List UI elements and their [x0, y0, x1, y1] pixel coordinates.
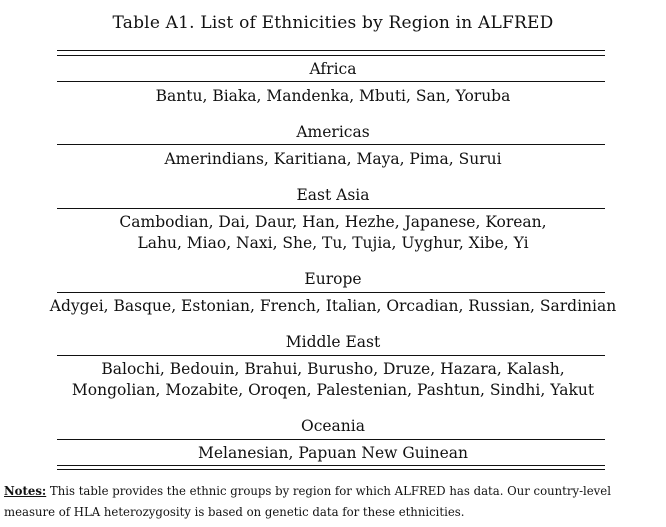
table-title: Table A1. List of Ethnicities by Region …	[112, 13, 554, 33]
ethnicities-americas: Amerindians, Karitiana, Maya, Pima, Suru…	[0, 149, 666, 170]
top-rule-1	[57, 50, 605, 51]
region-americas: Americas	[296, 123, 370, 141]
region-east-asia: East Asia	[296, 186, 370, 204]
notes-text: This table provides the ethnic groups by…	[4, 484, 611, 519]
region-africa: Africa	[309, 60, 357, 78]
ethnicity-line: Adygei, Basque, Estonian, French, Italia…	[49, 297, 617, 315]
ethnicity-line: Lahu, Miao, Naxi, She, Tu, Tujia, Uyghur…	[137, 234, 529, 252]
ethnicity-line: Mongolian, Mozabite, Oroqen, Palestenian…	[71, 381, 595, 399]
notes-label: Notes:	[4, 484, 47, 498]
region-rule	[57, 81, 605, 82]
bottom-rule-2	[57, 469, 605, 470]
region-europe: Europe	[304, 270, 362, 288]
ethnicity-line: Cambodian, Dai, Daur, Han, Hezhe, Japane…	[119, 213, 547, 231]
table-notes: Notes: This table provides the ethnic gr…	[4, 481, 662, 523]
ethnicity-line: Balochi, Bedouin, Brahui, Burusho, Druze…	[101, 360, 565, 378]
ethnicity-line: Melanesian, Papuan New Guinean	[197, 444, 469, 462]
top-rule-2	[57, 55, 605, 56]
region-rule	[57, 144, 605, 145]
ethnicities-east-asia: Cambodian, Dai, Daur, Han, Hezhe, Japane…	[0, 212, 666, 254]
region-rule	[57, 208, 605, 209]
ethnicities-oceania: Melanesian, Papuan New Guinean	[0, 443, 666, 464]
ethnicities-africa: Bantu, Biaka, Mandenka, Mbuti, San, Yoru…	[0, 86, 666, 107]
ethnicity-line: Bantu, Biaka, Mandenka, Mbuti, San, Yoru…	[155, 87, 511, 105]
bottom-rule-1	[57, 465, 605, 466]
ethnicities-europe: Adygei, Basque, Estonian, French, Italia…	[0, 296, 666, 317]
region-oceania: Oceania	[301, 417, 365, 435]
region-rule	[57, 292, 605, 293]
ethnicities-middle-east: Balochi, Bedouin, Brahui, Burusho, Druze…	[0, 359, 666, 401]
region-rule	[57, 439, 605, 440]
ethnicity-line: Amerindians, Karitiana, Maya, Pima, Suru…	[164, 150, 502, 168]
region-rule	[57, 355, 605, 356]
region-middle-east: Middle East	[285, 333, 381, 351]
